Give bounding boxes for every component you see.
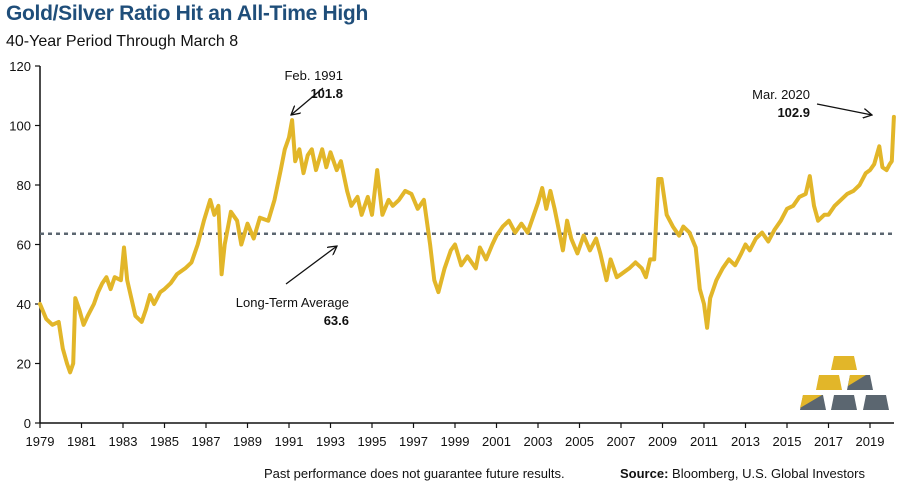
x-tick-label: 1987 (192, 434, 221, 449)
x-tick-label: 1997 (399, 434, 428, 449)
series-layer (38, 114, 896, 375)
x-tick-label: 2005 (565, 434, 594, 449)
x-tick-label: 1999 (441, 434, 470, 449)
x-tick-label: 2011 (690, 434, 718, 449)
x-tick-label: 2017 (814, 434, 843, 449)
x-tick-label: 1991 (275, 434, 304, 449)
slate-bar-bottom-right (863, 395, 889, 410)
x-tick-label: 1981 (67, 434, 96, 449)
source-label: Source: (620, 466, 669, 481)
x-tick-label: 1979 (26, 434, 55, 449)
disclaimer-text: Past performance does not guarantee futu… (264, 466, 565, 481)
x-tick-label: 1983 (109, 434, 138, 449)
y-tick-label: 80 (17, 178, 31, 193)
x-tick-label: 2013 (731, 434, 760, 449)
annotation-average-label: Long-Term Average (236, 295, 349, 310)
y-tick-label: 120 (9, 59, 31, 74)
annotation-mar-2020-arrow (816, 103, 872, 115)
series-line-gold-silver-ratio (38, 114, 896, 375)
annotation-feb-1991-label: Feb. 1991 (284, 68, 343, 83)
chart-title: Gold/Silver Ratio Hit an All-Time High (6, 2, 368, 25)
gold-bars-icon (800, 356, 889, 410)
x-tick-label: 2019 (856, 434, 885, 449)
annotation-average-arrow (285, 246, 337, 285)
chart-subtitle: 40-Year Period Through March 8 (6, 33, 239, 50)
gold-bar-top (831, 356, 857, 370)
axes: 0 20 40 60 80 100 120 1979 1981 1983 1985 1987 1989 1… (9, 59, 894, 449)
y-tick-label: 100 (9, 119, 31, 134)
y-tick-label: 60 (17, 238, 31, 253)
x-tick-label: 2001 (482, 434, 511, 449)
x-tick-label: 1993 (316, 434, 345, 449)
annotation-average-value: 63.6 (324, 313, 349, 328)
source-text: Source: Bloomberg, U.S. Global Investors (620, 466, 865, 481)
x-tick-label: 2003 (524, 434, 553, 449)
annotation-feb-1991-value: 101.8 (310, 86, 343, 101)
x-tick-label: 2009 (648, 434, 677, 449)
gold-bar-bottom-accent (800, 395, 822, 408)
x-tick-label: 1989 (233, 434, 262, 449)
slate-bar-bottom-middle (831, 395, 857, 410)
annotation-mar-2020-label: Mar. 2020 (752, 87, 810, 102)
gold-bar-accent (848, 375, 866, 386)
x-tick-label: 2007 (607, 434, 636, 449)
y-tick-label: 20 (17, 357, 31, 372)
annotation-mar-2020-value: 102.9 (777, 105, 810, 120)
x-tick-label: 1985 (150, 434, 179, 449)
x-tick-label: 1995 (358, 434, 387, 449)
source-value: Bloomberg, U.S. Global Investors (672, 466, 865, 481)
y-tick-label: 40 (17, 297, 31, 312)
gold-bar-middle-left (816, 375, 842, 390)
y-tick-label: 0 (24, 416, 31, 431)
annotation-layer: Feb. 1991 101.8 Mar. 2020 102.9 Long-Ter… (236, 68, 872, 328)
x-tick-label: 2015 (773, 434, 802, 449)
annotation-feb-1991-arrow (291, 87, 324, 115)
